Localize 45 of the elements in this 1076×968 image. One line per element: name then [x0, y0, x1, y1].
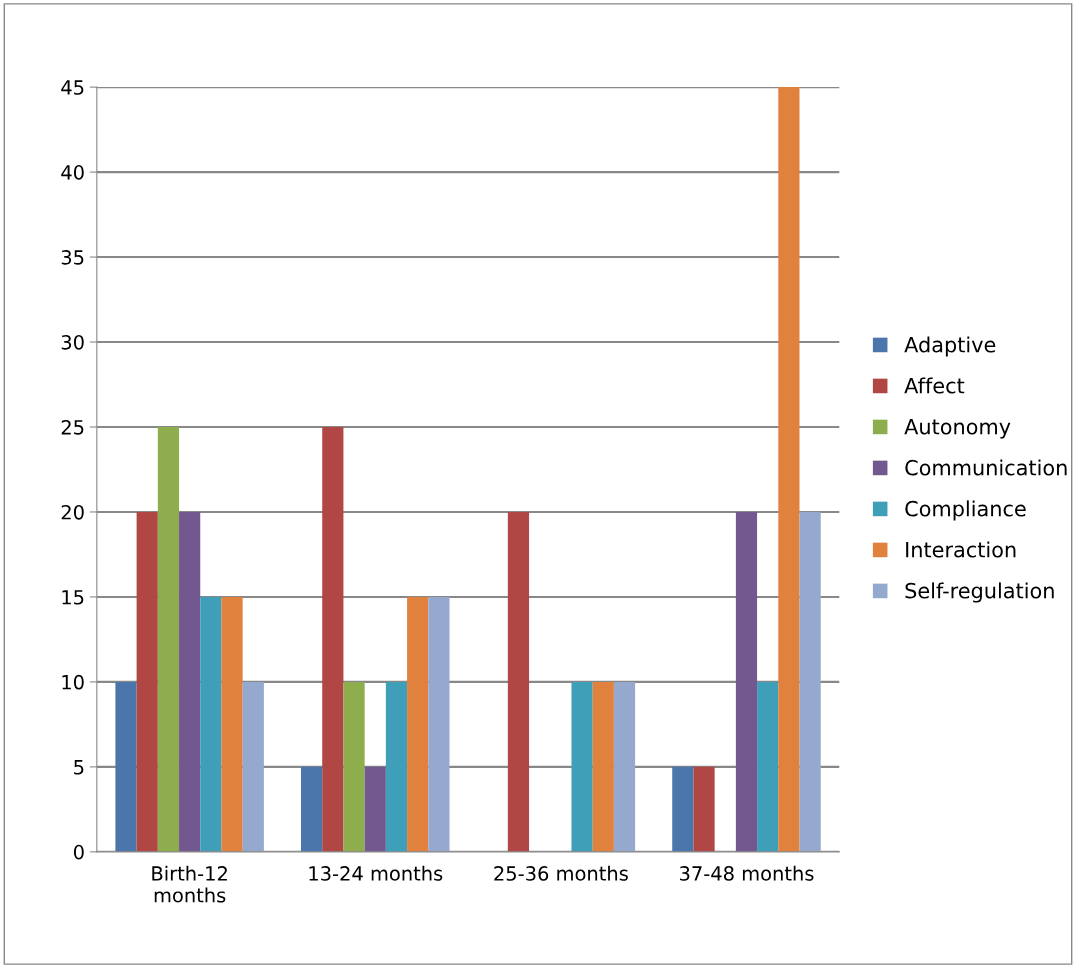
y-tick-label: 40 — [61, 165, 84, 180]
bar — [672, 766, 694, 852]
bar — [778, 87, 800, 852]
bar — [322, 427, 344, 852]
y-tick-label: 15 — [62, 590, 84, 605]
bar — [757, 681, 779, 852]
y-tick-label: 20 — [61, 504, 84, 520]
y-tick-label: 30 — [61, 334, 84, 350]
x-tick-label: Birth-12 months — [152, 865, 227, 903]
bar — [507, 511, 530, 852]
y-tick-label: 5 — [74, 760, 84, 775]
legend-label: Autonomy — [904, 419, 1011, 439]
legend-label: Affect — [904, 377, 965, 394]
y-tick-label: 0 — [73, 844, 84, 860]
bar — [407, 596, 429, 852]
y-tick-label: 35 — [61, 250, 84, 265]
bar — [428, 596, 450, 852]
x-tick-label: 37-48 months — [680, 865, 814, 881]
bar — [301, 766, 323, 852]
bar — [364, 766, 386, 852]
bar — [179, 511, 201, 852]
bar — [571, 681, 593, 852]
bar — [242, 681, 264, 852]
bar — [592, 681, 614, 852]
legend-label: Interaction — [906, 541, 1016, 558]
bar — [385, 681, 408, 852]
legend-label: Self-regulation — [905, 582, 1054, 603]
x-tick-label: 13-24 months — [309, 865, 443, 881]
bar — [157, 427, 180, 852]
y-tick-label: 25 — [61, 419, 84, 435]
bar — [136, 511, 158, 852]
legend-label: Adaptive — [904, 336, 996, 357]
bar — [613, 681, 636, 852]
y-tick-label: 45 — [61, 80, 84, 95]
bar — [693, 766, 715, 852]
y-tick-label: 10 — [62, 674, 84, 690]
legend-label: Communication — [905, 459, 1067, 476]
x-tick-label: 25-36 months — [494, 865, 628, 881]
bar — [200, 596, 222, 852]
bar — [343, 681, 365, 852]
bar — [221, 596, 243, 852]
legend-label: Compliance — [905, 500, 1026, 521]
bar — [735, 511, 758, 852]
bar — [115, 681, 137, 852]
bar — [799, 511, 821, 852]
